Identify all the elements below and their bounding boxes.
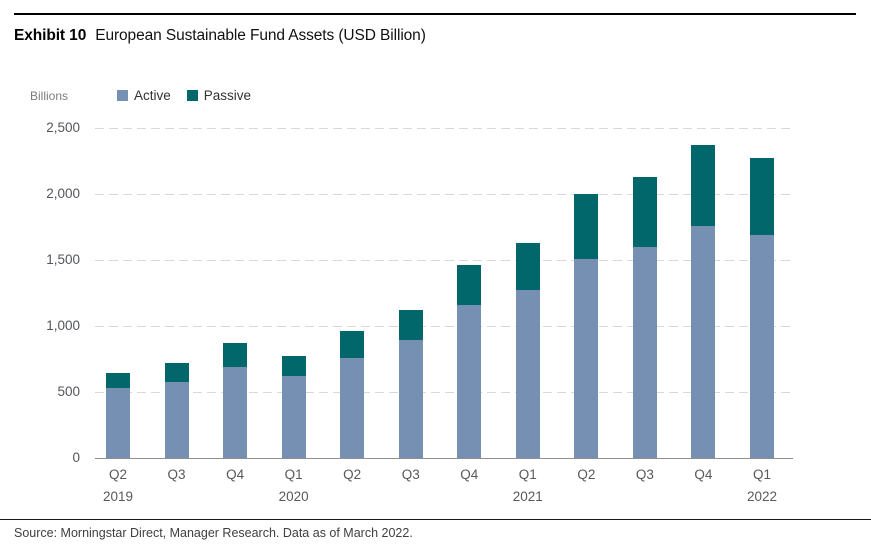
gridline-500 xyxy=(95,391,793,393)
bar-segment-passive xyxy=(749,157,774,235)
exhibit-number: Exhibit 10 xyxy=(14,27,87,44)
y-tick-label: 2,000 xyxy=(46,186,80,201)
bar-segment-passive xyxy=(164,362,189,383)
x-tick-quarter-label: Q1 xyxy=(284,467,303,482)
x-tick-quarter-label: Q4 xyxy=(694,467,713,482)
x-tick-quarter-label: Q4 xyxy=(460,467,479,482)
x-tick-quarter-label: Q2 xyxy=(343,467,362,482)
bar-segment-passive xyxy=(340,331,365,358)
legend-label: Passive xyxy=(203,88,252,103)
bar-segment-active xyxy=(398,339,423,458)
x-tick-quarter-label: Q4 xyxy=(226,467,245,482)
bar-segment-active xyxy=(691,225,716,458)
x-tick-quarter-label: Q1 xyxy=(752,467,771,482)
bar-segment-active xyxy=(164,382,189,458)
bar-segment-passive xyxy=(515,242,540,291)
exhibit-title: Exhibit 10 European Sustainable Fund Asse… xyxy=(14,27,426,45)
y-tick-label: 0 xyxy=(72,450,80,465)
bar-segment-passive xyxy=(223,343,248,367)
legend-item-active: Active xyxy=(117,88,171,103)
y-tick-label: 500 xyxy=(57,384,80,399)
x-tick-quarter-label: Q2 xyxy=(577,467,596,482)
y-tick-label: 2,500 xyxy=(46,120,80,135)
bar-segment-passive xyxy=(574,194,599,259)
x-tick-quarter-label: Q1 xyxy=(518,467,537,482)
exhibit-name: European Sustainable Fund Assets (USD Bi… xyxy=(95,27,426,44)
bar-segment-passive xyxy=(281,355,306,377)
x-tick-year-label: 2020 xyxy=(278,489,309,504)
legend-swatch-icon xyxy=(186,90,198,101)
legend-label: Active xyxy=(134,88,171,103)
x-tick-year-label: 2021 xyxy=(512,489,543,504)
gridline-1500 xyxy=(95,259,793,261)
x-tick-quarter-label: Q3 xyxy=(167,467,186,482)
x-tick-year-label: 2022 xyxy=(746,489,777,504)
footer-rule xyxy=(0,519,871,520)
bar-segment-active xyxy=(223,366,248,458)
gridline-2500 xyxy=(95,127,793,129)
chart-legend: Active Passive xyxy=(117,88,251,103)
bar-segment-active xyxy=(515,290,540,458)
y-tick-label: 1,500 xyxy=(46,252,80,267)
bar-segment-passive xyxy=(632,176,657,247)
bar-segment-active xyxy=(106,388,130,458)
bar-segment-active xyxy=(457,304,482,458)
y-axis-unit-label: Billions xyxy=(30,89,69,103)
y-tick-label: 1,000 xyxy=(46,318,80,333)
legend-swatch-icon xyxy=(117,90,128,101)
plot-area xyxy=(95,127,793,459)
legend-item-passive: Passive xyxy=(186,88,252,103)
x-axis-line xyxy=(95,458,793,459)
bar-segment-active xyxy=(574,258,599,458)
x-tick-year-label: 2019 xyxy=(102,489,134,504)
x-tick-quarter-label: Q3 xyxy=(635,467,654,482)
x-tick-quarter-label: Q2 xyxy=(108,467,127,482)
source-note: Source: Morningstar Direct, Manager Rese… xyxy=(14,526,413,540)
gridline-1000 xyxy=(95,325,793,327)
top-rule xyxy=(14,13,856,15)
bar-segment-active xyxy=(632,246,657,458)
bar-segment-passive xyxy=(457,264,482,305)
bar-segment-passive xyxy=(691,145,716,226)
bar-segment-active xyxy=(340,357,365,458)
bar-segment-active xyxy=(281,376,306,458)
bar-segment-passive xyxy=(398,309,423,340)
gridline-2000 xyxy=(95,193,793,195)
bar-segment-active xyxy=(749,234,774,458)
bar-segment-passive xyxy=(106,372,130,389)
x-tick-quarter-label: Q3 xyxy=(401,467,420,482)
